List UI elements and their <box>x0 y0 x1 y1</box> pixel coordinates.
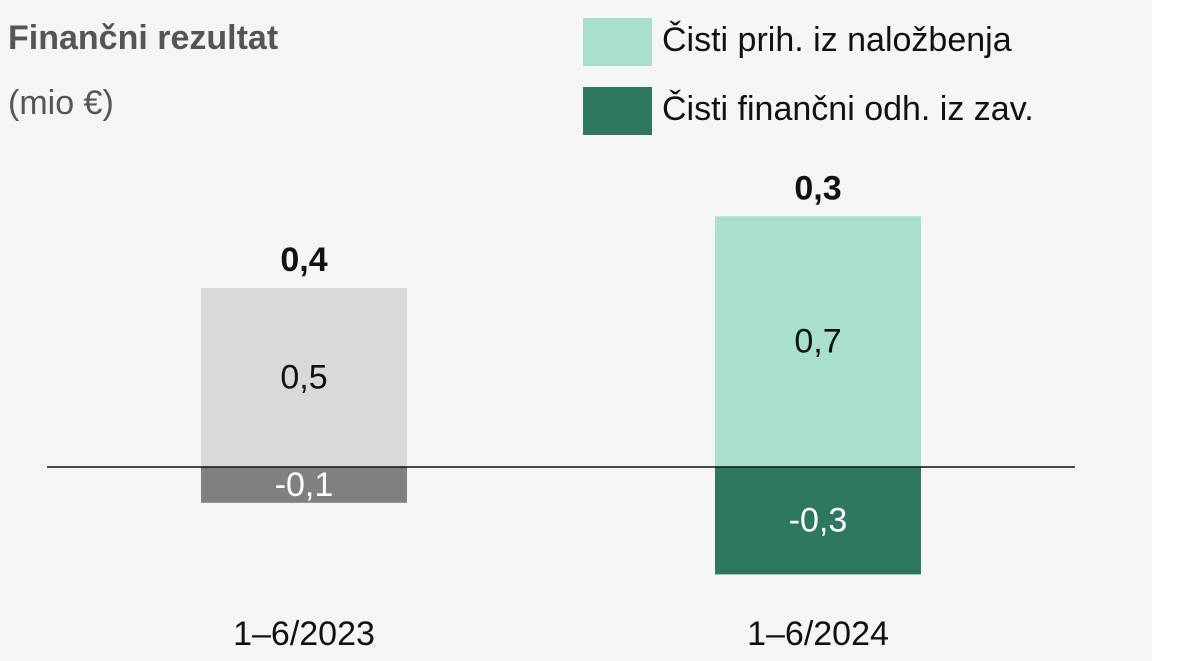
legend-label: Čisti finančni odh. iz zav. <box>662 90 1034 128</box>
total-label: 0,4 <box>280 241 327 279</box>
x-tick-label: 1–6/2023 <box>233 615 375 653</box>
chart-subtitle: (mio €) <box>8 84 114 122</box>
legend-label: Čisti prih. iz naložbenja <box>662 21 1012 59</box>
legend-swatch <box>583 18 652 66</box>
legend-swatch <box>583 87 652 135</box>
bar-segment <box>201 467 407 503</box>
bar-segment <box>201 288 407 467</box>
value-label: -0,3 <box>789 502 848 540</box>
value-label: 0,5 <box>280 358 327 396</box>
value-label: 0,7 <box>794 323 841 361</box>
x-tick-label: 1–6/2024 <box>747 615 889 653</box>
background <box>0 0 1152 661</box>
bar-segment <box>715 467 921 575</box>
bar-segment <box>715 216 921 467</box>
chart-title: Finančni rezultat <box>8 19 278 57</box>
value-label: -0,1 <box>275 466 334 504</box>
total-label: 0,3 <box>794 169 841 207</box>
